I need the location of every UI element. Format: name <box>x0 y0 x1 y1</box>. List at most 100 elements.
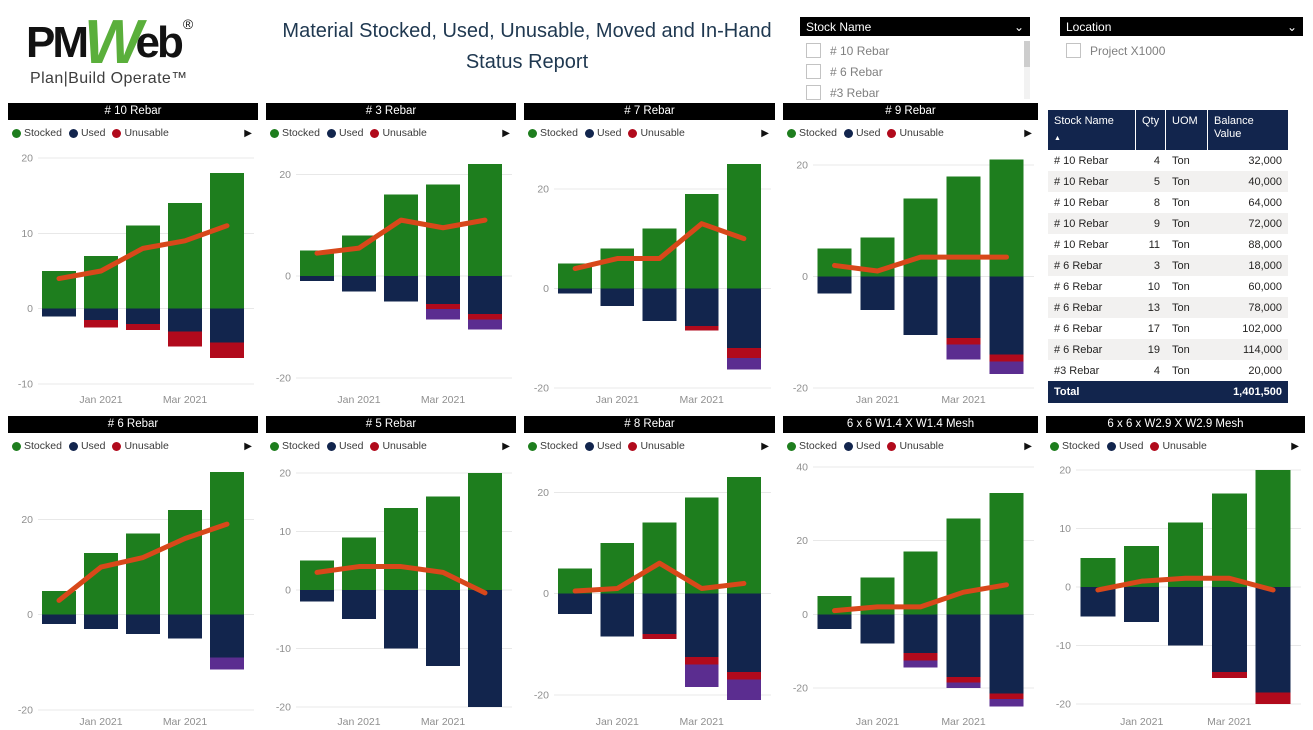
sort-ascending-icon[interactable]: ▲ <box>1054 135 1061 142</box>
stocked-bar[interactable] <box>1255 469 1291 588</box>
stocked-bar[interactable] <box>468 472 502 590</box>
used-bar[interactable] <box>342 276 376 292</box>
moved-bar[interactable] <box>684 664 719 688</box>
stocked-bar[interactable] <box>946 518 981 615</box>
used-bar[interactable] <box>727 593 761 673</box>
used-bar[interactable] <box>684 288 719 326</box>
unusable-bar[interactable] <box>727 348 761 359</box>
stock-slicer-item[interactable]: # 10 Rebar <box>802 40 1030 61</box>
stock-slicer-item-label[interactable]: #3 Rebar <box>830 85 880 100</box>
moved-bar[interactable] <box>468 319 502 330</box>
legend-more-arrow-icon[interactable]: ▶ <box>761 440 769 452</box>
stock-slicer-item-label[interactable]: # 6 Rebar <box>830 64 883 79</box>
stocked-bar[interactable] <box>903 198 938 277</box>
unusable-bar[interactable] <box>126 323 160 330</box>
moved-bar[interactable] <box>210 657 244 670</box>
used-bar[interactable] <box>903 614 938 653</box>
unusable-bar[interactable] <box>727 672 761 680</box>
used-bar[interactable] <box>642 593 677 635</box>
stocked-bar[interactable] <box>946 176 981 277</box>
table-row[interactable]: # 10 Rebar 4 Ton 32,000 <box>1048 150 1288 171</box>
moved-bar[interactable] <box>727 358 761 370</box>
used-bar[interactable] <box>210 614 244 658</box>
stocked-bar[interactable] <box>342 537 376 590</box>
moved-bar[interactable] <box>903 660 938 668</box>
used-bar[interactable] <box>342 589 376 620</box>
legend-more-arrow-icon[interactable]: ▶ <box>1024 127 1032 139</box>
checkbox-icon[interactable] <box>806 85 821 100</box>
legend-more-arrow-icon[interactable]: ▶ <box>244 127 252 139</box>
used-bar[interactable] <box>860 276 895 310</box>
table-row[interactable]: # 10 Rebar 5 Ton 40,000 <box>1048 171 1288 192</box>
stock-slicer-scrollbar[interactable] <box>1024 41 1030 99</box>
used-bar[interactable] <box>126 308 160 324</box>
used-bar[interactable] <box>468 276 502 315</box>
legend-more-arrow-icon[interactable]: ▶ <box>761 127 769 139</box>
table-header-balance-value[interactable]: Balance Value <box>1208 110 1288 150</box>
stocked-bar[interactable] <box>126 533 160 615</box>
used-bar[interactable] <box>558 288 592 294</box>
stocked-bar[interactable] <box>989 492 1024 615</box>
used-bar[interactable] <box>817 276 852 294</box>
used-bar[interactable] <box>727 288 761 349</box>
used-bar[interactable] <box>1124 587 1160 623</box>
stocked-bar[interactable] <box>210 172 244 309</box>
unusable-bar[interactable] <box>989 693 1024 699</box>
stocked-bar[interactable] <box>426 184 460 277</box>
stocked-bar[interactable] <box>684 193 719 289</box>
stocked-bar[interactable] <box>384 507 418 590</box>
used-bar[interactable] <box>684 593 719 657</box>
moved-bar[interactable] <box>946 344 981 360</box>
used-bar[interactable] <box>1167 587 1204 646</box>
used-bar[interactable] <box>946 276 981 338</box>
stocked-bar[interactable] <box>168 203 202 309</box>
stocked-bar[interactable] <box>300 560 334 590</box>
stocked-bar[interactable] <box>1080 557 1116 588</box>
unusable-bar[interactable] <box>946 337 981 345</box>
unusable-bar[interactable] <box>903 652 938 661</box>
table-row[interactable]: # 10 Rebar 9 Ton 72,000 <box>1048 213 1288 234</box>
table-row[interactable]: # 10 Rebar 8 Ton 64,000 <box>1048 192 1288 213</box>
stocked-bar[interactable] <box>168 509 202 615</box>
table-row[interactable]: # 6 Rebar 3 Ton 18,000 <box>1048 255 1288 276</box>
used-bar[interactable] <box>817 614 852 629</box>
used-bar[interactable] <box>558 593 592 614</box>
used-bar[interactable] <box>384 589 418 649</box>
used-bar[interactable] <box>1211 587 1247 672</box>
used-bar[interactable] <box>168 614 202 639</box>
table-scroll-up-icon[interactable]: ⌃ <box>1311 116 1313 127</box>
unusable-bar[interactable] <box>1255 692 1291 705</box>
unusable-bar[interactable] <box>642 634 677 640</box>
legend-more-arrow-icon[interactable]: ▶ <box>502 440 510 452</box>
location-slicer-header[interactable]: Location ⌄ <box>1060 17 1303 36</box>
stocked-bar[interactable] <box>600 542 635 594</box>
unusable-bar[interactable] <box>989 354 1024 362</box>
used-bar[interactable] <box>84 614 118 629</box>
moved-bar[interactable] <box>727 679 761 700</box>
legend-more-arrow-icon[interactable]: ▶ <box>1291 440 1299 452</box>
table-row[interactable]: # 10 Rebar 11 Ton 88,000 <box>1048 234 1288 255</box>
used-bar[interactable] <box>168 308 202 332</box>
stocked-bar[interactable] <box>384 194 418 277</box>
legend-more-arrow-icon[interactable]: ▶ <box>1024 440 1032 452</box>
location-slicer-item-label[interactable]: Project X1000 <box>1090 43 1166 58</box>
stock-name-slicer-header[interactable]: Stock Name ⌄ <box>800 17 1030 36</box>
stock-slicer-item[interactable]: #3 Rebar <box>802 82 1030 103</box>
unusable-bar[interactable] <box>468 314 502 320</box>
location-slicer-item[interactable]: Project X1000 <box>1062 40 1303 61</box>
moved-bar[interactable] <box>989 698 1024 707</box>
chevron-down-icon[interactable]: ⌄ <box>1286 19 1297 34</box>
moved-bar[interactable] <box>989 361 1024 375</box>
unusable-bar[interactable] <box>946 676 981 683</box>
used-bar[interactable] <box>989 276 1024 355</box>
stocked-bar[interactable] <box>817 248 852 277</box>
unusable-bar[interactable] <box>1211 671 1247 678</box>
table-row[interactable]: # 6 Rebar 10 Ton 60,000 <box>1048 276 1288 297</box>
used-bar[interactable] <box>989 614 1024 694</box>
stocked-bar[interactable] <box>727 163 761 289</box>
table-header-qty[interactable]: Qty <box>1136 110 1166 150</box>
used-bar[interactable] <box>126 614 160 634</box>
checkbox-icon[interactable] <box>1066 43 1081 58</box>
used-bar[interactable] <box>860 614 895 644</box>
used-bar[interactable] <box>600 288 635 306</box>
